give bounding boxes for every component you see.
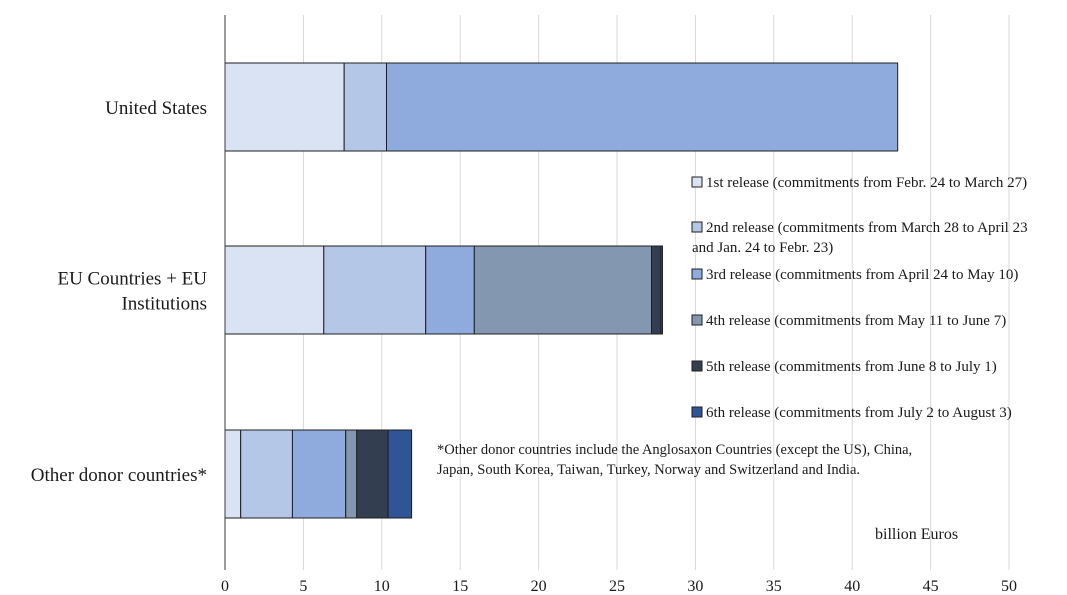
legend-swatch-1 [691,176,703,188]
footnote-line-1: *Other donor countries include the Anglo… [437,442,912,458]
bar-3-series-5 [356,429,389,519]
x-tick-label-30: 30 [687,578,703,595]
bar-1-series-2 [343,62,388,152]
legend-label-6: 6th release (commitments from July 2 to … [706,405,1012,421]
legend-label-2-line-1: 2nd release (commitments from March 28 t… [706,220,1028,236]
legend-swatch-3 [691,268,703,280]
bar-3-series-2 [240,429,293,519]
legend-swatch-4 [691,314,703,326]
category-label-3: Other donor countries* [31,465,207,486]
category-label-2-line-1: EU Countries + EU [57,269,207,290]
x-tick-labels: 0 5 10 15 20 25 30 35 40 45 50 [221,578,1017,595]
x-tick-label-40: 40 [844,578,860,595]
bar-2-series-4 [473,245,652,335]
legend-label-3: 3rd release (commitments from April 24 t… [706,267,1018,283]
x-tick-label-5: 5 [299,578,307,595]
bars [224,62,899,519]
footnote: *Other donor countries include the Anglo… [437,442,912,478]
bar-1-series-1 [224,62,345,152]
x-tick-label-45: 45 [923,578,939,595]
legend-swatch-6 [691,406,703,418]
x-tick-label-35: 35 [766,578,782,595]
x-tick-label-20: 20 [531,578,547,595]
bar-2-series-3 [425,245,475,335]
bar-3-series-1 [224,429,242,519]
legend-swatch-5 [691,360,703,372]
x-tick-label-10: 10 [374,578,390,595]
x-tick-label-15: 15 [452,578,468,595]
unit-label: billion Euros [875,526,958,543]
x-tick-label-25: 25 [609,578,625,595]
footnote-line-2: Japan, South Korea, Taiwan, Turkey, Norw… [437,462,860,478]
legend-label-5: 5th release (commitments from June 8 to … [706,359,997,375]
legend-swatch-2 [691,221,703,233]
x-tick-label-50: 50 [1001,578,1017,595]
category-labels: United States EU Countries + EU Institutio… [31,98,208,486]
x-tick-label-0: 0 [221,578,229,595]
legend: 1st release (commitments from Febr. 24 t… [691,175,1028,421]
bar-2-series-5 [650,245,662,335]
bar-2-series-1 [224,245,325,335]
legend-label-1: 1st release (commitments from Febr. 24 t… [706,175,1027,191]
bar-3-series-3 [291,429,347,519]
legend-label-2-line-2: and Jan. 24 to Febr. 23) [692,240,833,256]
bar-2-series-2 [323,245,427,335]
bar-1-series-3 [386,62,899,152]
legend-label-4: 4th release (commitments from May 11 to … [706,313,1006,329]
category-label-1: United States [105,98,207,119]
bar-2-series-6 [660,245,663,335]
category-label-2-line-2: Institutions [121,294,207,315]
bar-3-series-4 [345,429,358,519]
bar-3-series-6 [387,429,413,519]
